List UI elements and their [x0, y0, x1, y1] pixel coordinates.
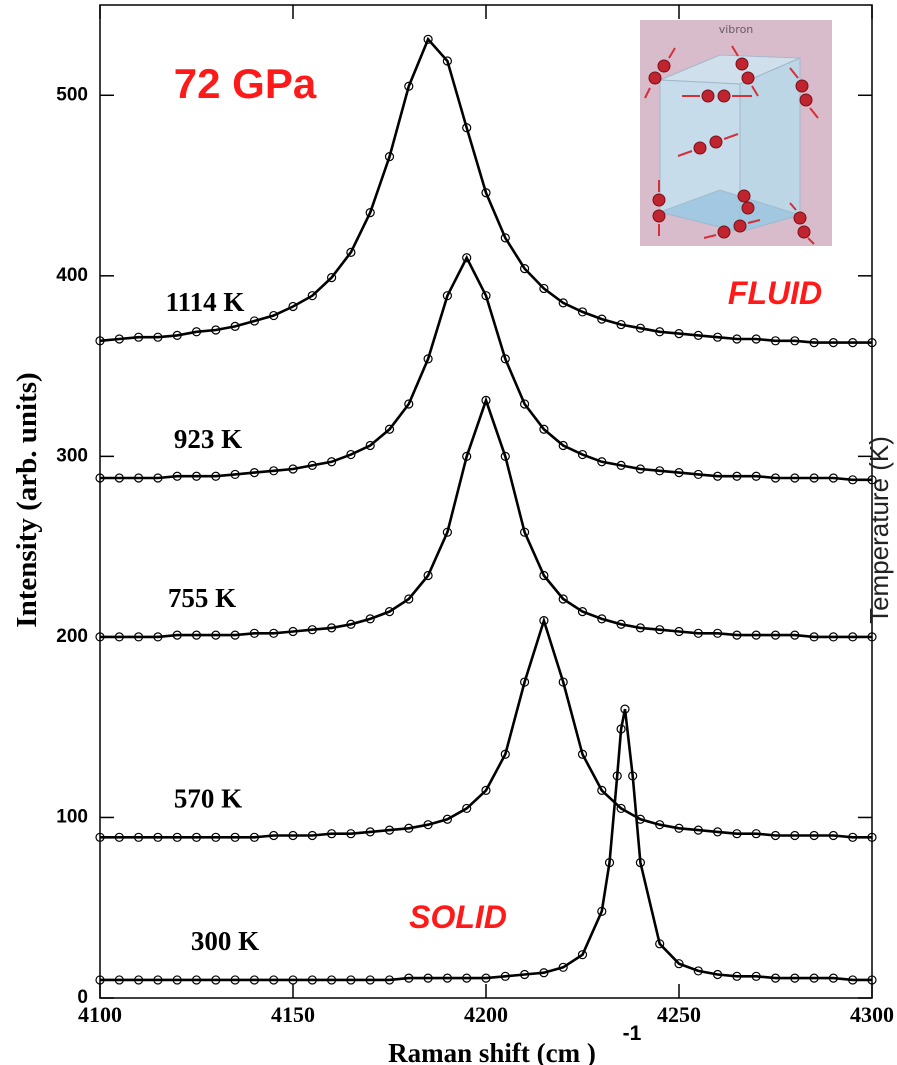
- chart-title: 72 GPa: [174, 60, 317, 107]
- data-point: [539, 283, 549, 294]
- data-point: [404, 399, 414, 409]
- y-tick-label: 300: [56, 445, 88, 466]
- fit-line: [100, 396, 872, 639]
- curve-label: 1114 K: [166, 287, 245, 317]
- inset: vibron: [640, 20, 832, 246]
- curve-label: 570 K: [174, 784, 242, 814]
- curve-label: 923 K: [174, 424, 242, 454]
- data-point: [597, 785, 607, 795]
- arrows: [644, 45, 819, 245]
- data-point: [500, 233, 510, 243]
- data-point: [558, 594, 568, 604]
- data-point: [462, 803, 472, 814]
- x-tick-label: 4200: [464, 1002, 508, 1027]
- data-point: [462, 253, 472, 263]
- x-tick-label: 4100: [78, 1002, 122, 1027]
- data-point: [307, 291, 317, 301]
- y-tick-label: 0: [77, 987, 88, 1008]
- data-point: [519, 263, 530, 274]
- y-tick-label: 100: [56, 806, 88, 827]
- y-axis-title: Intensity (arb. units): [11, 372, 43, 627]
- inset-label: vibron: [719, 23, 754, 36]
- data-point: [577, 449, 588, 460]
- fit-line: [100, 708, 872, 982]
- curve-label: 755 K: [168, 583, 236, 613]
- y-tick-label: 200: [56, 626, 88, 647]
- data-point: [384, 607, 395, 617]
- fit-line: [100, 254, 872, 482]
- data-point: [384, 424, 395, 434]
- data-point: [577, 607, 588, 617]
- data-point: [519, 399, 530, 409]
- y2-axis-title: Temperature (K): [864, 436, 894, 624]
- curve-label: 300 K: [191, 926, 259, 956]
- data-point: [558, 440, 568, 451]
- data-point: [346, 449, 356, 460]
- data-point: [481, 395, 491, 405]
- data-point: [577, 950, 588, 960]
- x-tick-label: 4150: [271, 1002, 315, 1027]
- annotation: FLUID: [728, 275, 822, 311]
- data-point: [539, 424, 549, 434]
- data-point: [404, 594, 414, 604]
- x-tick-label: 4250: [657, 1002, 701, 1027]
- data-point: [423, 570, 433, 581]
- fit-line: [100, 616, 872, 839]
- x-axis-title: Raman shift (cm ): [388, 1038, 596, 1065]
- data-point: [577, 307, 588, 317]
- y-tick-label: 400: [56, 265, 88, 286]
- data-point: [558, 298, 568, 308]
- data-point: [481, 785, 491, 795]
- data-point: [346, 247, 356, 257]
- data-point: [365, 440, 375, 451]
- x-tick-label: 4300: [850, 1002, 894, 1027]
- molecules: [648, 57, 813, 239]
- data-point: [288, 301, 298, 312]
- data-point: [616, 803, 626, 814]
- y-tick-label: 500: [56, 84, 88, 105]
- annotation: SOLID: [409, 899, 507, 935]
- data-point: [423, 34, 433, 44]
- data-point: [674, 959, 684, 969]
- x-axis-title-superscript: -1: [623, 1022, 642, 1045]
- data-point: [539, 570, 549, 581]
- fit-line: [99, 36, 872, 344]
- data-point: [327, 273, 337, 283]
